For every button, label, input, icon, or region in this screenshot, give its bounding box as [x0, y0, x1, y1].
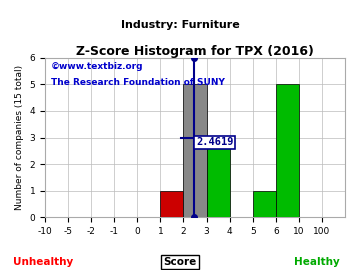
Title: Z-Score Histogram for TPX (2016): Z-Score Histogram for TPX (2016)	[76, 45, 314, 58]
Text: Unhealthy: Unhealthy	[13, 256, 73, 266]
Text: Score: Score	[163, 256, 197, 266]
Text: ©www.textbiz.org: ©www.textbiz.org	[51, 62, 144, 72]
Text: 2.4619: 2.4619	[196, 137, 234, 147]
Bar	[207, 137, 230, 217]
Text: The Research Foundation of SUNY: The Research Foundation of SUNY	[51, 79, 225, 87]
Text: Industry: Furniture: Industry: Furniture	[121, 20, 239, 30]
Text: Healthy: Healthy	[294, 256, 340, 266]
Bar	[161, 191, 184, 217]
Bar	[184, 84, 207, 217]
Bar	[253, 191, 276, 217]
Bar	[276, 84, 299, 217]
Y-axis label: Number of companies (15 total): Number of companies (15 total)	[15, 65, 24, 210]
